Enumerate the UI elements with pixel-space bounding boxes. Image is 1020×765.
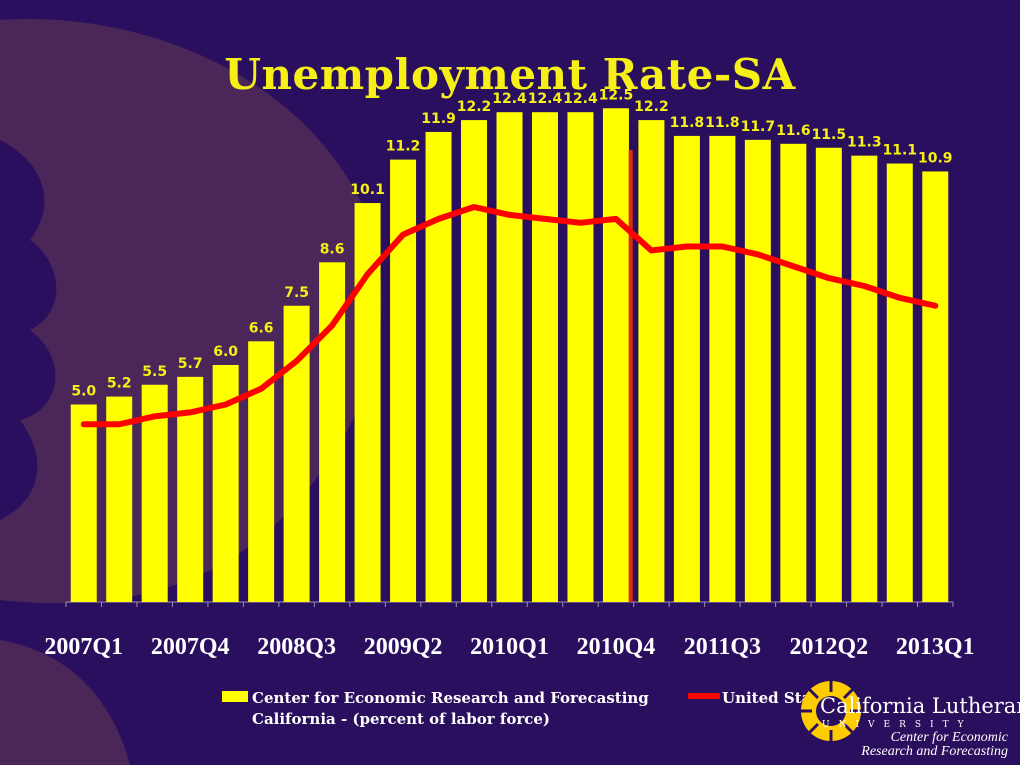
x-tick-label: 2008Q3 <box>257 634 336 660</box>
bar-value-label: 7.5 <box>284 285 309 301</box>
bar-value-label: 6.0 <box>213 344 238 360</box>
bar-value-label: 6.6 <box>249 320 274 336</box>
bar-2011Q1 <box>638 120 665 602</box>
bar-2009Q4 <box>461 120 488 602</box>
x-tick-label: 2012Q2 <box>789 634 868 660</box>
bar-2013Q1 <box>922 171 949 602</box>
bar-2011Q2 <box>673 135 700 602</box>
x-tick-label: 2010Q1 <box>470 634 549 660</box>
bar-2010Q2 <box>531 112 558 602</box>
bar-value-label: 11.8 <box>705 115 740 131</box>
bar-2010Q4 <box>602 108 629 602</box>
bar-2011Q3 <box>709 135 736 602</box>
bar-2008Q4 <box>319 262 346 602</box>
bar-value-label: 11.7 <box>741 119 776 135</box>
bar-value-label: 5.2 <box>107 376 132 392</box>
chart-title: Unemployment Rate-SA <box>224 50 796 99</box>
logo-center-line2: Research and Forecasting <box>861 744 1008 759</box>
legend-item-california: Center for Economic Research and Forecas… <box>222 688 649 730</box>
bar-value-label: 11.8 <box>670 115 705 131</box>
x-tick-label: 2007Q1 <box>44 634 123 660</box>
bar-2007Q1 <box>70 404 97 602</box>
x-tick-label: 2013Q1 <box>896 634 975 660</box>
bar-2010Q1 <box>496 112 523 602</box>
bar-value-label: 10.1 <box>350 182 385 198</box>
bar-2012Q3 <box>851 155 878 602</box>
bar-value-label: 11.9 <box>421 111 456 127</box>
bar-value-label: 12.2 <box>457 99 492 115</box>
legend-bar-swatch <box>222 691 248 702</box>
legend-label-california-line1: Center for Economic Research and Forecas… <box>252 689 649 707</box>
bar-value-label: 12.5 <box>599 87 634 103</box>
united-states-line <box>80 204 939 428</box>
legend-line-swatch <box>688 693 720 699</box>
bar-value-label: 11.5 <box>812 127 847 143</box>
bar-value-label: 12.4 <box>563 91 598 107</box>
bar-value-label: 11.3 <box>847 135 882 151</box>
bar-2009Q2 <box>390 159 417 602</box>
bar-value-label: 5.0 <box>71 384 96 400</box>
bar-2012Q1 <box>780 143 807 603</box>
bar-2012Q2 <box>815 147 842 602</box>
bar-value-label: 8.6 <box>320 241 345 257</box>
bar-2012Q4 <box>886 163 913 603</box>
bar-2009Q3 <box>425 131 452 602</box>
x-tick-label: 2010Q4 <box>577 634 656 660</box>
x-tick-label: 2007Q4 <box>151 634 230 660</box>
x-tick-label: 2009Q2 <box>364 634 443 660</box>
bar-value-label: 5.7 <box>178 356 203 372</box>
bar-2007Q2 <box>106 396 133 602</box>
sun-seal-icon <box>800 680 862 742</box>
bar-2009Q1 <box>354 203 381 603</box>
bar-value-label: 11.6 <box>776 123 811 139</box>
logo-university-name: California Lutheran <box>820 694 1020 718</box>
bar-value-label: 12.4 <box>492 91 527 107</box>
logo-university-word: UNIVERSITY <box>822 720 973 730</box>
bar-value-label: 11.2 <box>386 139 421 155</box>
bar-value-label: 5.5 <box>142 364 167 380</box>
bar-2010Q3 <box>567 112 594 602</box>
logo-center-line1: Center for Economic <box>890 730 1008 745</box>
legend-label-california-line2: California - (percent of labor force) <box>252 710 551 728</box>
bar-value-label: 12.4 <box>528 91 563 107</box>
bar-2011Q4 <box>744 139 771 602</box>
university-logo: California Lutheran UNIVERSITY Center fo… <box>796 672 1020 762</box>
bar-value-label: 12.2 <box>634 99 669 115</box>
x-tick-label: 2011Q3 <box>684 634 761 660</box>
bar-value-label: 11.1 <box>883 143 918 159</box>
bar-value-label: 10.9 <box>918 150 953 166</box>
